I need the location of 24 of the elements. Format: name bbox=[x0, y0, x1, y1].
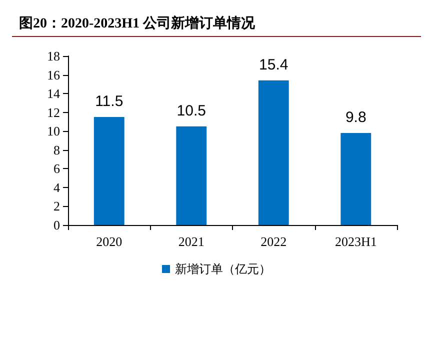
y-tick-label: 4 bbox=[54, 180, 60, 195]
y-tick-label: 16 bbox=[47, 67, 60, 82]
x-tick-label: 2023H1 bbox=[334, 234, 377, 249]
bar bbox=[94, 117, 124, 225]
data-label: 11.5 bbox=[95, 93, 124, 110]
x-tick-label: 2020 bbox=[96, 234, 122, 249]
chart-title: 图20：2020-2023H1 公司新增订单情况 bbox=[19, 14, 256, 32]
y-tick-label: 10 bbox=[47, 124, 60, 139]
x-tick-label: 2021 bbox=[178, 234, 204, 249]
y-tick-label: 12 bbox=[47, 104, 60, 120]
bar bbox=[176, 126, 207, 225]
bar bbox=[340, 132, 372, 225]
y-tick-label: 14 bbox=[47, 86, 60, 102]
legend-label: 新增订单（亿元） bbox=[175, 262, 271, 276]
data-label: 15.4 bbox=[259, 56, 288, 74]
y-tick-label: 2 bbox=[54, 198, 60, 214]
data-label: 9.8 bbox=[345, 108, 366, 126]
data-label: 10.5 bbox=[176, 102, 206, 120]
y-tick-label: 6 bbox=[54, 161, 60, 176]
bar bbox=[258, 80, 289, 225]
y-tick-label: 18 bbox=[47, 48, 60, 64]
y-tick-label: 8 bbox=[54, 142, 60, 158]
x-tick-label: 2022 bbox=[260, 234, 287, 249]
y-tick-label: 0 bbox=[54, 218, 60, 232]
